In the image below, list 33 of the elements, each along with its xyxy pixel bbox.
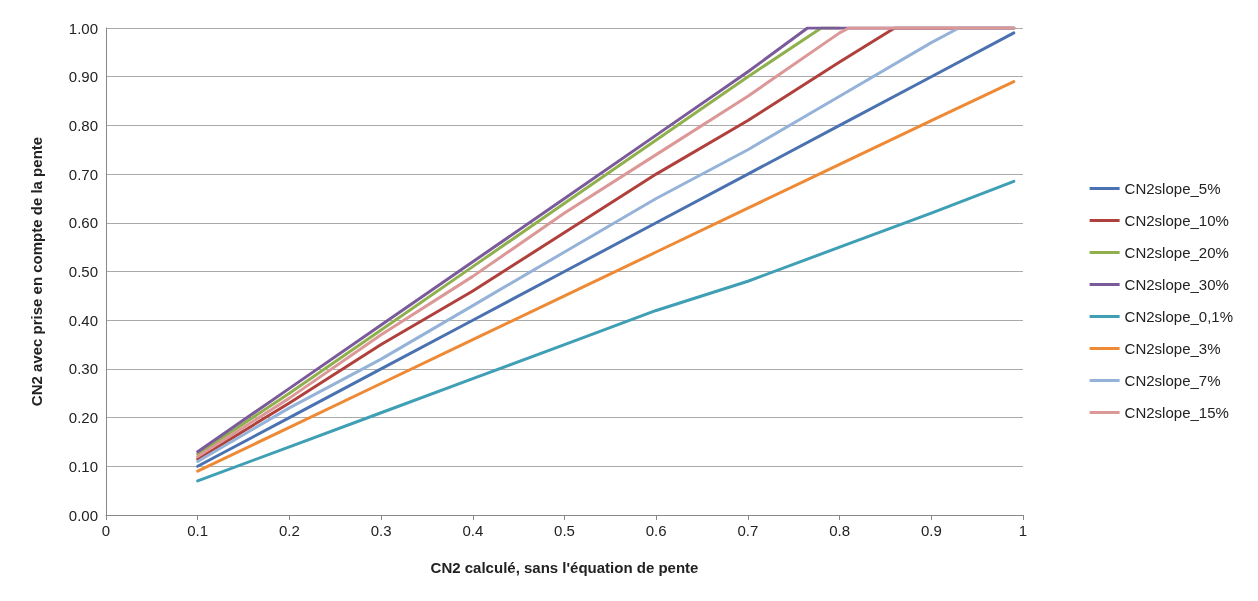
x-tick-label: 0.5 [554,522,575,539]
legend-label: CN2slope_0,1% [1124,308,1234,325]
y-tick-label: 0.00 [68,506,98,524]
x-tick-label: 0.9 [920,522,942,539]
legend-label: CN2slope_3% [1124,340,1221,357]
x-tick-label: 0.2 [278,522,300,539]
legend-label: CN2slope_30% [1124,276,1229,293]
legend-label: CN2slope_5% [1124,180,1221,197]
legend-label: CN2slope_7% [1124,372,1221,389]
y-tick-label: 0.10 [68,457,98,475]
y-tick-label: 0.20 [68,409,98,427]
y-axis-title: CN2 avec prise en compte de la pente [28,136,45,407]
y-tick-label: 1.00 [68,19,98,37]
y-tick-label: 0.50 [68,263,98,280]
legend-label: CN2slope_20% [1124,244,1229,261]
x-tick-label: 0.1 [187,522,209,539]
y-tick-label: 0.30 [68,360,98,378]
x-tick-label: 0.8 [829,522,851,539]
y-tick-label: 0.70 [68,165,98,183]
legend-label: CN2slope_15% [1124,404,1229,421]
y-tick-label: 0.40 [68,311,98,329]
x-tick-label: 0 [101,522,111,539]
y-tick-label: 0.60 [68,214,98,232]
x-axis-title: CN2 calculé, sans l'équation de pente [430,559,699,576]
x-tick-label: 0.3 [370,522,392,539]
legend-label: CN2slope_10% [1124,212,1229,229]
line-series [196,179,1016,483]
x-tick-label: 1 [1018,522,1028,539]
y-tick-label: 0.80 [68,116,98,134]
x-tick-label: 0.7 [737,522,759,539]
x-tick-label: 0.6 [645,522,667,539]
x-tick-label: 0.4 [462,522,484,539]
y-tick-label: 0.90 [68,68,98,86]
